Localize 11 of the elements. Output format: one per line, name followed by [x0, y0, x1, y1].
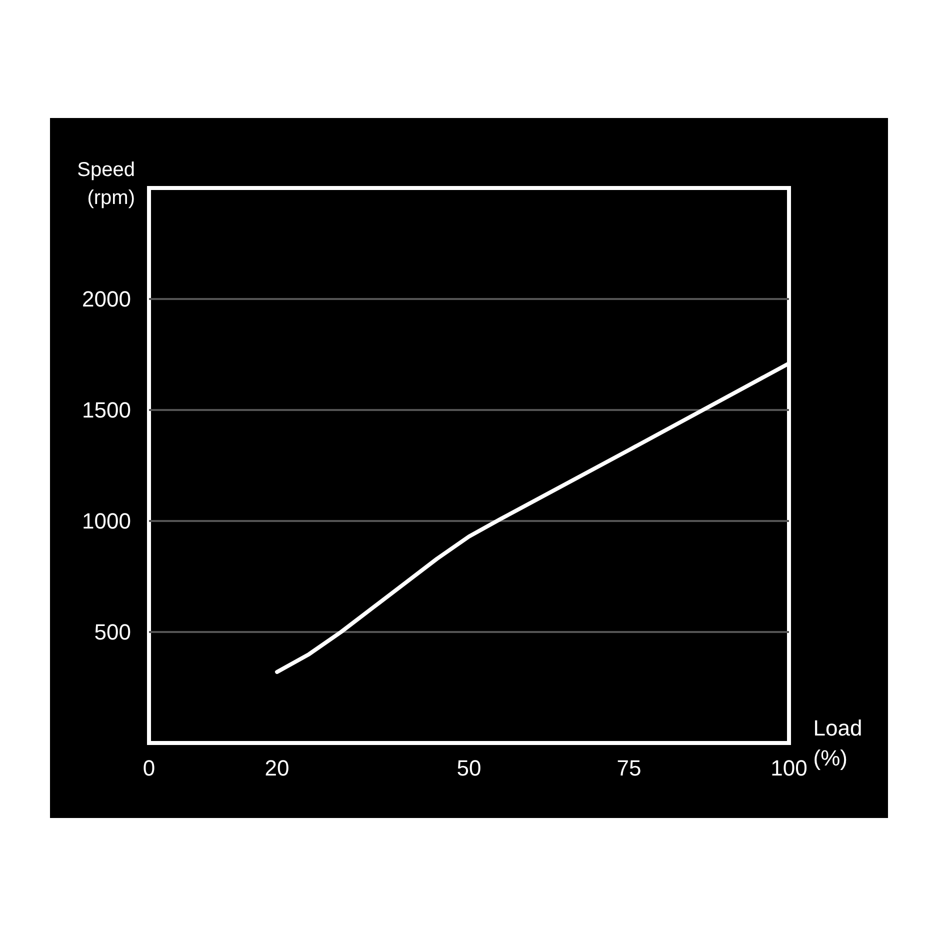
x-tick-label: 0	[142, 756, 156, 780]
x-tick-label: 75	[616, 756, 642, 780]
x-tick-label: 50	[456, 756, 482, 780]
y-tick-label: 1500	[82, 398, 131, 422]
x-tick-label: 20	[264, 756, 290, 780]
y-axis-title: Speed (rpm)	[77, 159, 135, 209]
y-tick-label: 500	[94, 620, 131, 644]
x-tick-label: 100	[770, 756, 808, 780]
y-tick-label: 1000	[82, 508, 131, 534]
x-axis-title: Load (%)	[813, 716, 862, 770]
y-tick-label: 2000	[82, 286, 131, 312]
